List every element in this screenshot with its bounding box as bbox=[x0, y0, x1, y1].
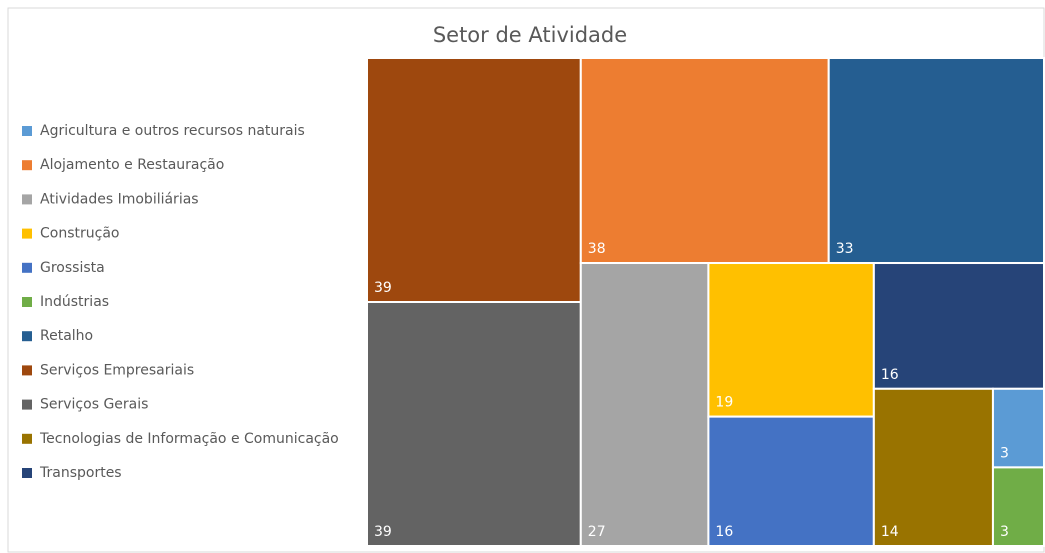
value-label: 3 bbox=[1000, 524, 1009, 540]
chart-title: Setor de Atividade bbox=[433, 23, 627, 47]
treemap-tile bbox=[827, 57, 1045, 265]
treemap-tile bbox=[366, 57, 582, 303]
legend-label: Retalho bbox=[40, 328, 93, 344]
legend-label: Atividades Imobiliárias bbox=[40, 191, 199, 207]
value-label: 38 bbox=[588, 241, 606, 257]
legend-swatch bbox=[22, 228, 32, 239]
value-label: 33 bbox=[836, 241, 854, 257]
treemap-tile bbox=[579, 57, 830, 265]
value-label: 3 bbox=[1000, 445, 1009, 461]
value-label: 16 bbox=[881, 367, 899, 383]
legend-swatch bbox=[22, 468, 32, 478]
value-label: 39 bbox=[374, 524, 392, 540]
legend-swatch bbox=[22, 194, 32, 205]
treemap-tile bbox=[579, 262, 710, 547]
legend-swatch bbox=[22, 126, 32, 136]
treemap-tile bbox=[366, 301, 582, 547]
treemap-tile bbox=[872, 262, 1045, 390]
legend-swatch bbox=[22, 160, 32, 171]
legend-swatch bbox=[22, 399, 32, 410]
value-label: 39 bbox=[374, 280, 392, 296]
legend-swatch bbox=[22, 297, 32, 307]
treemap-tile bbox=[991, 466, 1045, 548]
legend-label: Serviços Gerais bbox=[40, 397, 148, 413]
legend-label: Tecnologias de Informação e Comunicação bbox=[39, 431, 339, 447]
treemap-tile bbox=[872, 387, 994, 547]
value-label: 19 bbox=[715, 395, 733, 411]
legend-swatch bbox=[22, 433, 32, 444]
treemap-tile bbox=[707, 262, 875, 418]
legend-label: Transportes bbox=[39, 465, 122, 481]
legend-swatch bbox=[22, 331, 32, 342]
legend-label: Grossista bbox=[40, 260, 105, 276]
value-label: 27 bbox=[588, 524, 606, 540]
value-label: 14 bbox=[881, 524, 899, 540]
legend-label: Serviços Empresariais bbox=[40, 362, 194, 378]
legend-swatch bbox=[22, 365, 32, 376]
value-label: 16 bbox=[715, 524, 733, 540]
treemap-tile bbox=[707, 415, 875, 547]
legend-swatch bbox=[22, 262, 32, 273]
legend-label: Construção bbox=[40, 226, 119, 242]
legend-label: Alojamento e Restauração bbox=[40, 157, 224, 173]
legend-label: Agricultura e outros recursos naturais bbox=[40, 123, 305, 139]
legend-label: Indústrias bbox=[40, 294, 109, 310]
